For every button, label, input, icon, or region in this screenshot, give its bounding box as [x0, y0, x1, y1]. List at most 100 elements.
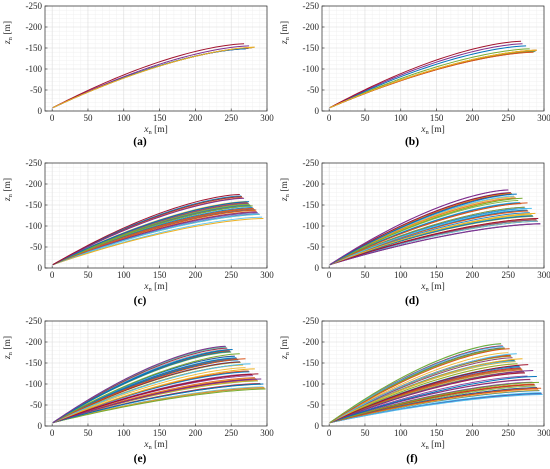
panel-caption: (b) [405, 136, 419, 148]
axes-box [44, 320, 268, 427]
x-tick-label: 250 [224, 428, 238, 438]
axes-box [44, 5, 268, 112]
series-line [52, 43, 245, 109]
series-line [329, 49, 537, 109]
series-line [329, 189, 509, 266]
series-line [329, 193, 517, 266]
series-line [329, 348, 510, 424]
series-line [52, 373, 259, 424]
series-line [329, 45, 527, 109]
series-line [329, 364, 529, 424]
axes-box [44, 162, 268, 269]
series-line [329, 370, 534, 424]
y-tick-label: -250 [303, 316, 320, 326]
series-line [52, 205, 253, 266]
series-line [329, 223, 541, 266]
y-tick-label: -100 [303, 221, 320, 231]
panel-caption: (a) [133, 136, 147, 148]
x-tick-label: 300 [537, 428, 550, 438]
trajectory-line [52, 203, 250, 266]
series-line [329, 353, 517, 424]
y-tick-label: -50 [30, 400, 42, 410]
series-line [329, 212, 536, 266]
x-tick-label: 100 [394, 428, 408, 438]
series-line [329, 387, 542, 424]
series-line [52, 197, 245, 266]
y-axis-label: zn [m] [280, 21, 291, 45]
x-tick-label: 0 [50, 428, 55, 438]
x-tick-label: 200 [466, 113, 480, 123]
x-axis-label: xn [m] [143, 440, 168, 451]
y-tick-label: -100 [303, 64, 320, 74]
y-tick-label: -100 [26, 379, 43, 389]
x-axis-label: xn [m] [143, 125, 168, 136]
series-line [52, 349, 233, 424]
series-line [52, 45, 250, 109]
y-tick-label: -150 [303, 43, 320, 53]
x-tick-label: 100 [394, 113, 408, 123]
x-tick-label: 50 [83, 428, 93, 438]
y-tick-label: -100 [26, 64, 43, 74]
y-tick-label: -200 [26, 337, 43, 347]
y-tick-label: -100 [303, 379, 320, 389]
y-axis-label: zn [m] [280, 336, 291, 360]
y-axis-label: zn [m] [3, 336, 14, 360]
series-line [52, 358, 246, 424]
x-tick-label: 150 [430, 113, 444, 123]
x-tick-label: 250 [501, 270, 515, 280]
y-tick-label: -150 [303, 200, 320, 210]
series-line [52, 383, 264, 424]
series-line [52, 213, 260, 266]
axes-box [321, 162, 545, 269]
x-tick-label: 300 [260, 428, 274, 438]
trajectory-line [52, 357, 237, 424]
x-tick-label: 300 [537, 270, 550, 280]
x-tick-label: 50 [83, 270, 93, 280]
x-tick-label: 0 [327, 113, 332, 123]
trajectory-line [329, 345, 504, 424]
panel-caption: (f) [406, 453, 418, 465]
series-line [329, 343, 502, 424]
x-tick-label: 150 [153, 270, 167, 280]
series-line [52, 378, 262, 424]
y-tick-label: -200 [26, 22, 43, 32]
series-line [329, 197, 523, 266]
x-tick-label: 200 [466, 428, 480, 438]
series-line [329, 217, 539, 266]
x-axis-label: xn [m] [420, 282, 445, 293]
y-tick-label: -50 [307, 400, 319, 410]
y-tick-label: 0 [315, 263, 320, 273]
series-line [52, 345, 226, 424]
trajectory-line [329, 352, 509, 424]
y-axis-label: zn [m] [3, 21, 14, 45]
y-tick-label: -250 [26, 316, 43, 326]
y-tick-label: 0 [38, 421, 43, 431]
x-tick-label: 200 [189, 113, 203, 123]
x-axis-label: xn [m] [420, 440, 445, 451]
y-tick-label: -150 [26, 200, 43, 210]
y-axis-label: zn [m] [3, 178, 14, 202]
x-tick-label: 50 [360, 113, 370, 123]
series-line [329, 43, 523, 109]
series-line [52, 388, 266, 424]
series-line [329, 394, 543, 424]
series-line [329, 48, 530, 109]
series-line [52, 217, 264, 266]
y-tick-label: -200 [303, 337, 320, 347]
y-tick-label: -100 [26, 221, 43, 231]
x-tick-label: 150 [153, 428, 167, 438]
y-tick-label: -200 [303, 22, 320, 32]
y-tick-label: -50 [307, 85, 319, 95]
x-tick-label: 150 [153, 113, 167, 123]
x-tick-label: 250 [224, 113, 238, 123]
trajectory-line [329, 357, 513, 424]
x-tick-label: 100 [394, 270, 408, 280]
series-line [52, 46, 255, 109]
y-tick-label: -50 [30, 85, 42, 95]
series-line [52, 194, 240, 266]
x-tick-label: 50 [360, 270, 370, 280]
x-tick-label: 100 [117, 113, 131, 123]
series-line [329, 202, 528, 266]
y-tick-label: -50 [307, 242, 319, 252]
